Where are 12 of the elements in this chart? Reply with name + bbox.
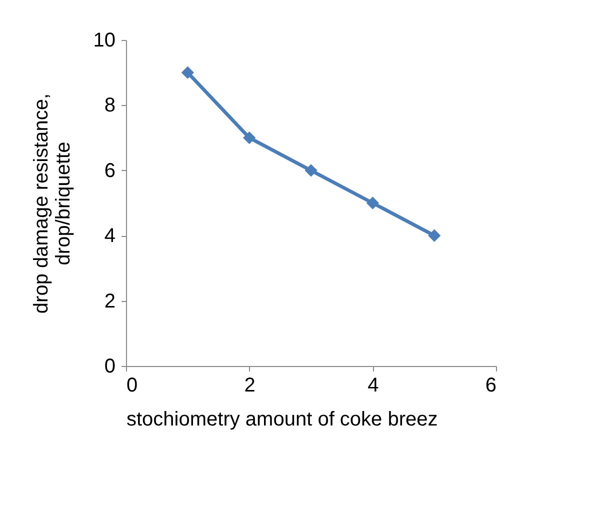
y-tick-label: 10 xyxy=(93,30,116,52)
x-axis-title: stochiometry amount of coke breez xyxy=(126,408,438,430)
y-axis-title: drop damage resistance, drop/briquette xyxy=(30,93,74,314)
x-tick-label: 0 xyxy=(126,374,138,396)
y-tick-label: 0 xyxy=(104,356,116,378)
y-tick-label: 6 xyxy=(104,160,116,182)
x-tick-label: 2 xyxy=(244,374,256,396)
y-tick-label: 4 xyxy=(104,225,116,248)
x-tick-label: 4 xyxy=(368,374,379,396)
x-tick-label: 6 xyxy=(485,374,496,396)
y-tick-label: 8 xyxy=(104,94,116,117)
y-tick-label: 2 xyxy=(104,290,116,312)
